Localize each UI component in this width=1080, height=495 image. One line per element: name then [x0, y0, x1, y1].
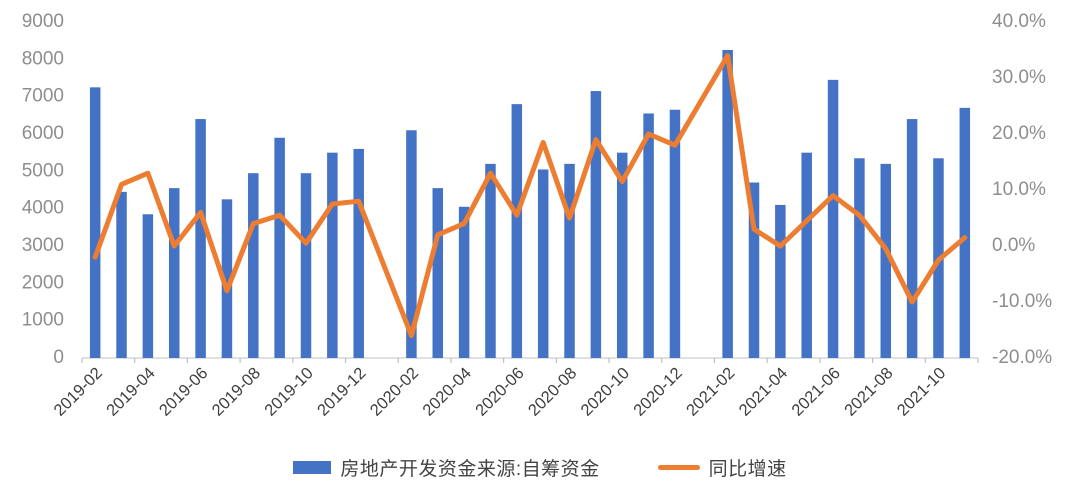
- bar-2020-05[interactable]: [485, 163, 496, 358]
- bar-2019-06[interactable]: [195, 119, 206, 358]
- x-axis-label-2021-04: 2021-04: [736, 364, 792, 420]
- chart-plot-area: 0 1000 2000 3000 4000 5000 6000 7000 8000 9000 -20…: [22, 11, 1053, 420]
- bar-2019-05[interactable]: [168, 188, 180, 358]
- bar-series-label: 房地产开发资金来源:自筹资金: [340, 458, 600, 480]
- bar-2019-03[interactable]: [116, 191, 127, 358]
- x-axis-label-2021-10: 2021-10: [894, 364, 950, 420]
- x-axis-label-2019-10: 2019-10: [261, 364, 317, 420]
- legend-item-line[interactable]: 同比增速: [657, 454, 787, 481]
- bar-2019-11[interactable]: [327, 152, 338, 358]
- right-axis-tick-label: 20.0%: [992, 123, 1046, 144]
- x-axis-label-2020-04: 2020-04: [419, 364, 475, 420]
- left-axis-tick-label: 0: [53, 347, 64, 368]
- bar-2020-02[interactable]: [406, 130, 417, 358]
- bar-2020-07[interactable]: [537, 169, 549, 358]
- bar-2020-03[interactable]: [432, 188, 444, 358]
- bar-2019-08[interactable]: [248, 173, 259, 358]
- bar-2019-10[interactable]: [300, 173, 312, 358]
- line-series-swatch: [657, 464, 700, 470]
- bar-2021-03[interactable]: [748, 182, 760, 358]
- x-axis-label-2020-10: 2020-10: [578, 364, 634, 420]
- right-axis-tick-label: 10.0%: [992, 179, 1046, 200]
- legend-item-bar[interactable]: 房地产开发资金来源:自筹资金: [293, 454, 599, 481]
- left-axis-tick-label: 6000: [22, 123, 64, 144]
- bar-2021-05[interactable]: [801, 152, 812, 358]
- bar-2019-09[interactable]: [274, 137, 285, 358]
- bar-2021-04[interactable]: [775, 204, 786, 358]
- bar-2021-06[interactable]: [827, 79, 839, 358]
- left-axis-tick-label: 5000: [22, 160, 64, 181]
- growth-rate-line[interactable]: [92, 53, 968, 339]
- x-axis-label-2019-06: 2019-06: [156, 364, 212, 420]
- bar-2020-11[interactable]: [643, 113, 654, 358]
- bar-2020-09[interactable]: [590, 91, 602, 359]
- bar-2020-04[interactable]: [458, 206, 470, 358]
- bar-2020-12[interactable]: [669, 109, 681, 358]
- bar-2021-08[interactable]: [880, 163, 892, 358]
- right-axis-tick-label: 0.0%: [992, 235, 1035, 256]
- bar-2021-07[interactable]: [854, 158, 865, 358]
- right-axis-tick-label: -10.0%: [992, 291, 1052, 312]
- x-axis-label-2020-08: 2020-08: [525, 364, 581, 420]
- x-axis-label-2019-12: 2019-12: [314, 364, 370, 420]
- x-axis-label-2020-02: 2020-02: [367, 364, 423, 420]
- bar-2019-02[interactable]: [89, 87, 101, 358]
- right-axis-tick-label: 40.0%: [992, 11, 1046, 32]
- bar-2021-11[interactable]: [959, 107, 971, 358]
- bar-2019-04[interactable]: [142, 214, 154, 358]
- bar-2019-12[interactable]: [353, 148, 364, 358]
- x-axis-label-2020-12: 2020-12: [630, 364, 686, 420]
- bar-2019-07[interactable]: [221, 199, 233, 358]
- left-axis-tick-label: 7000: [22, 86, 64, 107]
- bar-2021-09[interactable]: [906, 119, 918, 358]
- x-axis-label-2021-08: 2021-08: [841, 364, 897, 420]
- x-axis-label-2019-08: 2019-08: [209, 364, 265, 420]
- x-axis-label-2019-04: 2019-04: [103, 364, 159, 420]
- left-axis-tick-label: 4000: [22, 198, 64, 219]
- line-series-label: 同比增速: [708, 458, 787, 480]
- bar-2020-06[interactable]: [511, 104, 523, 358]
- x-axis-label-2021-02: 2021-02: [683, 364, 739, 420]
- bar-series-swatch: [293, 460, 332, 474]
- left-axis-tick-label: 9000: [22, 11, 64, 32]
- x-axis-label-2021-06: 2021-06: [788, 364, 844, 420]
- bar-2020-10[interactable]: [616, 152, 628, 358]
- x-axis-label-2020-06: 2020-06: [472, 364, 528, 420]
- bar-2020-08[interactable]: [564, 163, 575, 358]
- right-axis-tick-label: -20.0%: [992, 347, 1052, 368]
- bar-2021-02[interactable]: [722, 50, 733, 358]
- chart-legend: 房地产开发资金来源:自筹资金 同比增速: [0, 447, 1080, 487]
- left-axis-tick-label: 2000: [22, 272, 64, 293]
- right-axis-tick-label: 30.0%: [992, 67, 1046, 88]
- left-axis-tick-label: 1000: [22, 310, 64, 331]
- x-axis-label-2019-02: 2019-02: [50, 364, 106, 420]
- left-axis-tick-label: 3000: [22, 235, 64, 256]
- left-axis-tick-label: 8000: [22, 48, 64, 69]
